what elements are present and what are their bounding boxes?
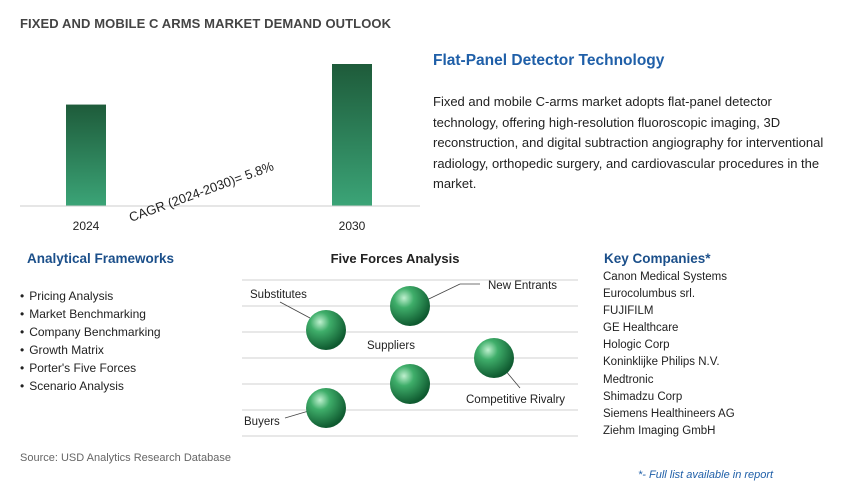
- five-forces-diagram: Substitutes New Entrants Suppliers Compe…: [242, 279, 578, 437]
- key-companies-title: Key Companies*: [604, 251, 711, 266]
- list-item: Ziehm Imaging GmbH: [603, 424, 716, 437]
- list-item: Porter's Five Forces: [20, 359, 161, 377]
- bar-2024: [66, 104, 106, 206]
- list-item: Market Benchmarking: [20, 305, 161, 323]
- list-item: Koninklijke Philips N.V.: [603, 356, 720, 369]
- sphere-buyers: [306, 388, 346, 428]
- feature-description: Fixed and mobile C-arms market adopts fl…: [433, 94, 824, 192]
- list-item: GE Healthcare: [603, 322, 679, 335]
- label-buyers: Buyers: [244, 416, 280, 428]
- x-tick-label: 2024: [73, 219, 100, 233]
- label-suppliers: Suppliers: [367, 340, 415, 352]
- list-item: FUJIFILM: [603, 305, 654, 318]
- sphere-suppliers: [390, 364, 430, 404]
- sphere-new-entrants: [390, 286, 430, 326]
- list-item: Company Benchmarking: [20, 323, 160, 341]
- list-item: Growth Matrix: [20, 341, 161, 359]
- footnote: *- Full list available in report: [638, 469, 774, 481]
- label-competitive-rivalry: Competitive Rivalry: [466, 394, 565, 406]
- label-substitutes: Substitutes: [250, 289, 307, 301]
- list-item: Canon Medical Systems: [603, 271, 727, 283]
- bar-2030: [332, 64, 372, 206]
- list-item: Hologic Corp: [603, 339, 670, 352]
- feature-title: Flat-Panel Detector Technology: [433, 52, 665, 69]
- page-title: FIXED AND MOBILE C ARMS MARKET DEMAND OU…: [20, 16, 392, 31]
- list-item: Medtronic: [603, 373, 654, 386]
- cagr-annotation: CAGR (2024-2030)= 5.8%: [127, 158, 276, 225]
- list-item: Scenario Analysis: [20, 377, 161, 395]
- sphere-competitive-rivalry: [474, 338, 514, 378]
- analytical-frameworks-title: Analytical Frameworks: [27, 251, 175, 266]
- bar-chart: 2024 2030 CAGR (2024-2030)= 5.8%: [20, 64, 420, 233]
- list-item: Siemens Healthineers AG: [603, 407, 735, 420]
- source-note: Source: USD Analytics Research Database: [20, 452, 231, 464]
- key-companies-list: Canon Medical Systems Eurocolumbus srl. …: [603, 269, 735, 440]
- label-new-entrants: New Entrants: [488, 280, 557, 292]
- list-item: Shimadzu Corp: [603, 390, 683, 403]
- five-forces-title: Five Forces Analysis: [330, 251, 460, 266]
- list-item: Pricing Analysis: [20, 287, 161, 305]
- analytical-frameworks-list: Pricing Analysis Market Benchmarking Com…: [20, 287, 161, 395]
- x-tick-label: 2030: [339, 219, 366, 233]
- list-item: Eurocolumbus srl.: [603, 288, 696, 301]
- sphere-substitutes: [306, 310, 346, 350]
